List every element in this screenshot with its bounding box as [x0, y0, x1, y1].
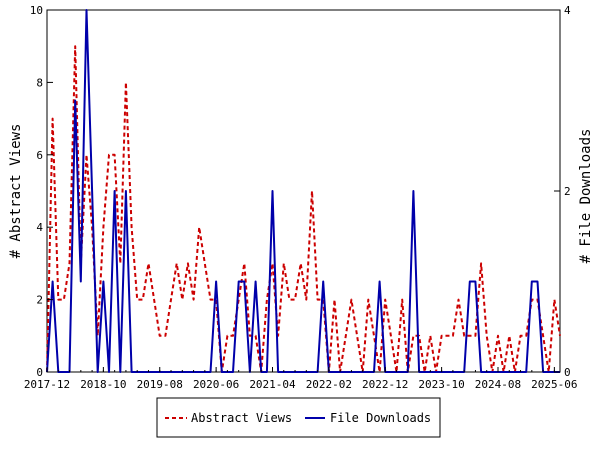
y-left-tick-label: 4 [36, 221, 43, 234]
series-layer [46, 9, 561, 373]
x-tick-label: 2025-06 [531, 378, 577, 391]
x-tick-label: 2024-08 [475, 378, 521, 391]
y-left-axis-title: # Abstract Views [8, 124, 24, 259]
x-tick-label: 2020-06 [193, 378, 239, 391]
x-tick-label: 2018-10 [80, 378, 126, 391]
y-left-tick-label: 2 [36, 294, 43, 307]
y-left-tick-label: 8 [36, 76, 43, 89]
y-left-tick-label: 0 [36, 366, 43, 379]
x-tick-label: 2023-10 [418, 378, 464, 391]
legend-label-file-downloads: File Downloads [330, 411, 431, 425]
legend: Abstract Views File Downloads [156, 397, 441, 438]
x-tick-label: 2019-08 [137, 378, 183, 391]
y-right-axis-title: # File Downloads [578, 129, 594, 264]
series-line-abstract-views [46, 45, 561, 373]
plot-frame [46, 9, 561, 373]
y-right-tick-label: 0 [564, 366, 571, 379]
x-tick-label: 2021-04 [249, 378, 296, 391]
y-left-tick-label: 10 [30, 4, 43, 17]
axis-layer: 2017-12 2018-10 2019-08 2020-06 2021-04 2022-… [24, 4, 578, 391]
y-left-tick-label: 6 [36, 149, 43, 162]
x-tick-label: 2022-02 [306, 378, 352, 391]
y-right-tick-label: 2 [564, 185, 571, 198]
x-tick-label: 2017-12 [24, 378, 70, 391]
legend-box [156, 397, 441, 438]
x-tick-label: 2022-12 [362, 378, 408, 391]
series-line-file-downloads [46, 9, 560, 373]
y-right-tick-label: 4 [564, 4, 571, 17]
legend-label-abstract-views: Abstract Views [191, 411, 292, 425]
